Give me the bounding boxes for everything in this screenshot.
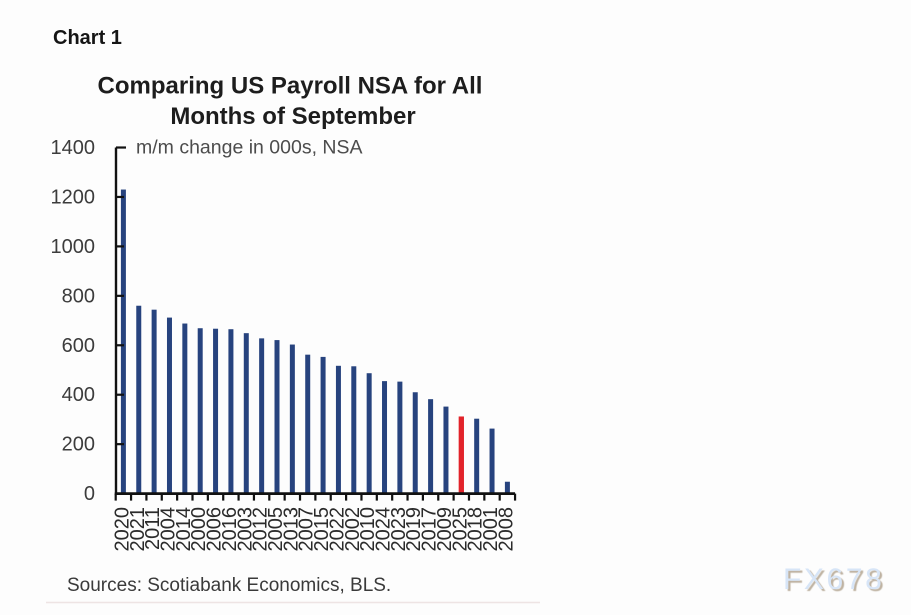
svg-text:1200: 1200 <box>51 186 96 208</box>
svg-text:Chart 1: Chart 1 <box>53 27 122 49</box>
svg-text:2020: 2020 <box>111 507 133 552</box>
svg-text:2007: 2007 <box>296 507 318 552</box>
svg-text:2004: 2004 <box>157 507 179 552</box>
svg-text:800: 800 <box>62 285 95 307</box>
svg-text:2016: 2016 <box>219 507 241 552</box>
svg-text:2008: 2008 <box>495 507 517 551</box>
svg-text:2022: 2022 <box>326 507 348 552</box>
svg-text:2017: 2017 <box>419 507 441 552</box>
svg-text:0: 0 <box>84 483 95 505</box>
svg-text:1400: 1400 <box>51 137 96 159</box>
svg-text:1000: 1000 <box>51 236 96 258</box>
svg-text:Sources: Scotiabank Economics,: Sources: Scotiabank Economics, BLS. <box>67 575 391 596</box>
svg-text:2003: 2003 <box>234 507 256 552</box>
svg-text:2001: 2001 <box>480 507 502 551</box>
svg-text:2025: 2025 <box>449 507 471 552</box>
svg-text:2014: 2014 <box>173 507 195 552</box>
svg-text:2015: 2015 <box>311 507 333 552</box>
svg-text:2019: 2019 <box>403 507 425 552</box>
svg-text:2024: 2024 <box>373 507 395 552</box>
svg-text:2011: 2011 <box>142 507 164 550</box>
svg-text:2023: 2023 <box>388 507 410 552</box>
svg-text:2012: 2012 <box>250 507 272 552</box>
svg-text:2018: 2018 <box>465 507 487 552</box>
svg-text:m/m change in 000s, NSA: m/m change in 000s, NSA <box>136 137 363 159</box>
svg-text:2006: 2006 <box>204 507 226 552</box>
svg-text:2010: 2010 <box>357 507 379 552</box>
svg-text:2002: 2002 <box>342 507 364 552</box>
svg-text:Comparing US Payroll NSA for A: Comparing US Payroll NSA for All <box>98 73 483 100</box>
svg-text:600: 600 <box>62 335 95 357</box>
svg-text:2005: 2005 <box>265 507 287 552</box>
svg-text:2021: 2021 <box>127 507 149 552</box>
svg-text:2000: 2000 <box>188 507 210 552</box>
svg-text:2009: 2009 <box>434 507 456 552</box>
svg-text:FX678: FX678 <box>783 563 884 596</box>
svg-text:2013: 2013 <box>280 507 302 552</box>
svg-text:400: 400 <box>62 384 95 406</box>
svg-text:200: 200 <box>62 434 95 456</box>
svg-text:Months of September: Months of September <box>170 103 415 130</box>
